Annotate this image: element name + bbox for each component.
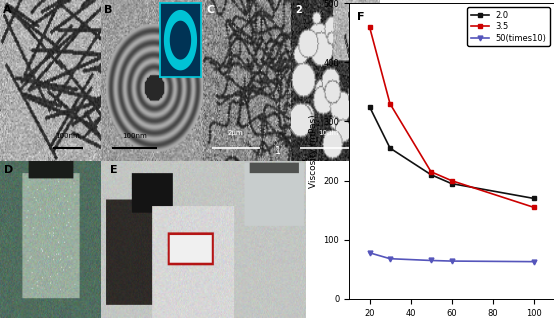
Line: 2.0: 2.0	[367, 104, 536, 201]
2.0	[366, 105, 373, 109]
50(times10)	[448, 259, 455, 263]
Line: 3.5: 3.5	[367, 24, 536, 210]
2.0	[428, 173, 434, 176]
Text: 2: 2	[295, 5, 302, 15]
Text: A: A	[3, 5, 12, 15]
3.5	[428, 170, 434, 174]
Text: 100nm: 100nm	[55, 133, 80, 139]
3.5	[387, 102, 393, 106]
Text: 10μm: 10μm	[319, 130, 338, 136]
50(times10)	[366, 251, 373, 255]
Text: F: F	[357, 12, 365, 22]
Legend: 2.0, 3.5, 50(times10): 2.0, 3.5, 50(times10)	[467, 7, 550, 46]
Text: 100nm: 100nm	[122, 133, 147, 139]
3.5	[366, 25, 373, 29]
3.5	[448, 179, 455, 183]
50(times10)	[387, 257, 393, 261]
Text: 2μm: 2μm	[228, 130, 243, 136]
3.5	[530, 205, 537, 209]
Text: 1: 1	[275, 146, 281, 156]
2.0	[448, 182, 455, 185]
Y-axis label: Viscosity (mPas): Viscosity (mPas)	[309, 114, 318, 188]
Text: C: C	[206, 5, 214, 15]
Text: E: E	[110, 165, 117, 175]
2.0	[387, 146, 393, 150]
Text: D: D	[4, 165, 13, 175]
50(times10)	[428, 259, 434, 262]
Line: 50(times10): 50(times10)	[367, 250, 536, 264]
50(times10)	[530, 260, 537, 264]
Text: B: B	[104, 5, 113, 15]
2.0	[530, 197, 537, 200]
